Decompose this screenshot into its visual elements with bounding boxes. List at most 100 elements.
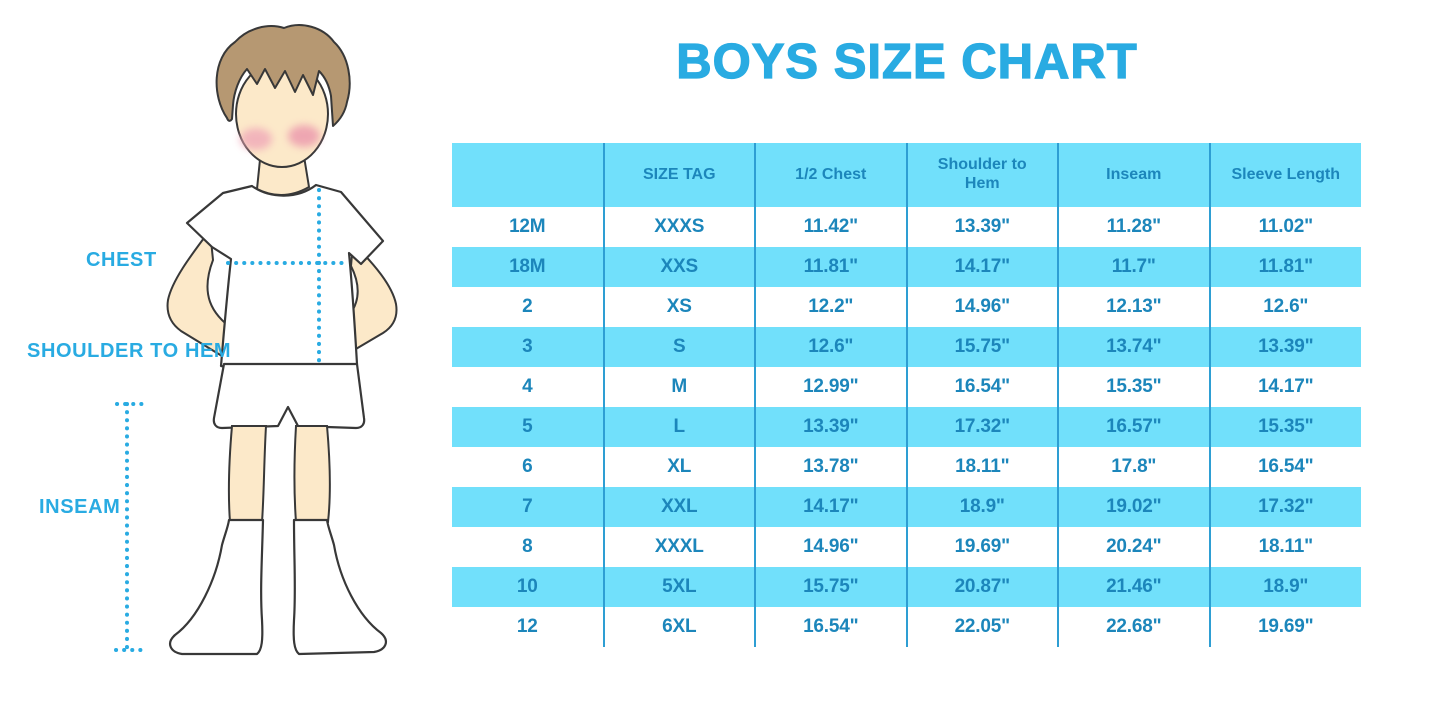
col-header-inseam: Inseam [1057, 143, 1210, 207]
size-cell: 12 [516, 616, 538, 637]
left-leg-shape [227, 425, 268, 523]
size-cell: 14.17" [1208, 367, 1361, 407]
right-sock-shape [292, 518, 387, 656]
size-cell: 15.75" [754, 567, 907, 607]
table-row: 8 XXXL 14.96" 19.69" 20.24" 18.11" [452, 527, 1361, 567]
size-cell: 21.46" [1057, 567, 1210, 607]
size-cell: 12.6" [1208, 287, 1361, 327]
size-table-body: 12M XXXS 11.42" 13.39" 11.28" 11.02" 18M XXS 11.… [452, 207, 1361, 647]
table-row: 12 6XL 16.54" 22.05" 22.68" 19.69" [452, 607, 1361, 647]
size-cell: 6XL [602, 607, 755, 647]
size-cell: 8 [522, 536, 533, 557]
size-cell: 7 [452, 487, 604, 527]
blush-right [288, 125, 320, 147]
size-cell: 14.17" [905, 247, 1058, 287]
size-cell: 18.9" [905, 487, 1058, 527]
size-cell: 12.6" [754, 327, 907, 367]
size-cell: 10 [452, 567, 604, 607]
right-leg-shape [293, 425, 331, 523]
size-cell: 20.87" [905, 567, 1058, 607]
size-cell: M [602, 367, 755, 407]
size-cell: 11.81" [754, 247, 907, 287]
col-header-size-tag: SIZE TAG [602, 143, 755, 207]
size-cell: 16.54" [905, 367, 1058, 407]
size-cell: 5 [452, 407, 604, 447]
size-cell: 16.54" [1208, 447, 1361, 487]
size-cell: 18M [452, 247, 604, 287]
size-cell: 18.11" [1208, 527, 1361, 567]
size-cell: 13.74" [1057, 327, 1210, 367]
table-row: 2 XS 12.2" 14.96" 12.13" 12.6" [452, 287, 1361, 327]
size-cell: 11.02" [1208, 207, 1361, 247]
size-cell: XXS [602, 247, 755, 287]
page-title: BOYS SIZE CHART [676, 34, 1138, 89]
table-row: 6 XL 13.78" 18.11" 17.8" 16.54" [452, 447, 1361, 487]
size-cell: 18.11" [905, 447, 1058, 487]
size-cell: 13.78" [754, 447, 907, 487]
col-header-sleeve-length: Sleeve Length [1208, 143, 1361, 207]
table-row: 18M XXS 11.81" 14.17" 11.7" 11.81" [452, 247, 1361, 287]
size-cell: XXXL [602, 527, 755, 567]
size-cell: XXL [602, 487, 755, 527]
header-row: SIZE TAG 1/2 Chest Shoulder to Hem Insea… [452, 143, 1361, 207]
size-cell: S [602, 327, 755, 367]
size-cell: 15.35" [1057, 367, 1210, 407]
hair-shape [215, 24, 351, 127]
size-cell: 12M [509, 216, 546, 237]
size-cell: 19.02" [1057, 487, 1210, 527]
size-cell: 6 [522, 456, 533, 477]
size-cell: 13.39" [905, 207, 1058, 247]
size-cell: 12.13" [1057, 287, 1210, 327]
shorts-shape [212, 362, 366, 430]
left-sock-shape [169, 518, 265, 656]
size-cell: 15.35" [1208, 407, 1361, 447]
size-cell: 13.39" [754, 407, 907, 447]
size-cell: 11.42" [754, 207, 907, 247]
size-cell: 14.96" [905, 287, 1058, 327]
boy-figure-section: CHEST SHOULDER TO HEM INSEAM [0, 0, 450, 723]
size-cell: 22.68" [1057, 607, 1210, 647]
size-cell: 20.24" [1057, 527, 1210, 567]
size-cell: 14.17" [754, 487, 907, 527]
size-cell: 18.9" [1208, 567, 1361, 607]
size-cell: 16.57" [1057, 407, 1210, 447]
size-cell: XXXS [602, 207, 755, 247]
size-cell: 17.8" [1057, 447, 1210, 487]
boy-illustration [114, 24, 398, 656]
size-cell: L [602, 407, 755, 447]
size-cell: XL [602, 447, 755, 487]
col-header-half-chest: 1/2 Chest [754, 143, 907, 207]
size-cell: 15.75" [905, 327, 1058, 367]
size-cell: 14.96" [754, 527, 907, 567]
size-cell: XS [602, 287, 755, 327]
size-cell: 16.54" [754, 607, 907, 647]
size-cell: 19.69" [1208, 607, 1361, 647]
shoulder-to-hem-label: SHOULDER TO HEM [27, 340, 232, 362]
chest-label: CHEST [86, 249, 157, 271]
size-cell: 11.28" [1057, 207, 1210, 247]
size-cell: 11.7" [1057, 247, 1210, 287]
size-cell: 12.2" [754, 287, 907, 327]
table-row: 7 XXL 14.17" 18.9" 19.02" 17.32" [452, 487, 1361, 527]
size-cell: 12.99" [754, 367, 907, 407]
table-row: 5 L 13.39" 17.32" 16.57" 15.35" [452, 407, 1361, 447]
size-cell: 2 [522, 296, 533, 317]
size-cell: 17.32" [905, 407, 1058, 447]
size-table-header: SIZE TAG 1/2 Chest Shoulder to Hem Insea… [452, 143, 1361, 207]
size-cell: 4 [522, 376, 533, 397]
size-cell: 5XL [602, 567, 755, 607]
table-row: 3 S 12.6" 15.75" 13.74" 13.39" [452, 327, 1361, 367]
size-table: SIZE TAG 1/2 Chest Shoulder to Hem Insea… [452, 143, 1361, 647]
table-row: 4 M 12.99" 16.54" 15.35" 14.17" [452, 367, 1361, 407]
table-row: 10 5XL 15.75" 20.87" 21.46" 18.9" [452, 567, 1361, 607]
size-cell: 3 [452, 327, 604, 367]
blush-left [240, 128, 272, 150]
table-row: 12M XXXS 11.42" 13.39" 11.28" 11.02" [452, 207, 1361, 247]
size-cell: 17.32" [1208, 487, 1361, 527]
size-cell: 11.81" [1208, 247, 1361, 287]
left-arm-shape [166, 227, 236, 358]
size-cell: 13.39" [1208, 327, 1361, 367]
size-cell: 22.05" [905, 607, 1058, 647]
col-header-shoulder-to-hem: Shoulder to Hem [905, 143, 1058, 207]
